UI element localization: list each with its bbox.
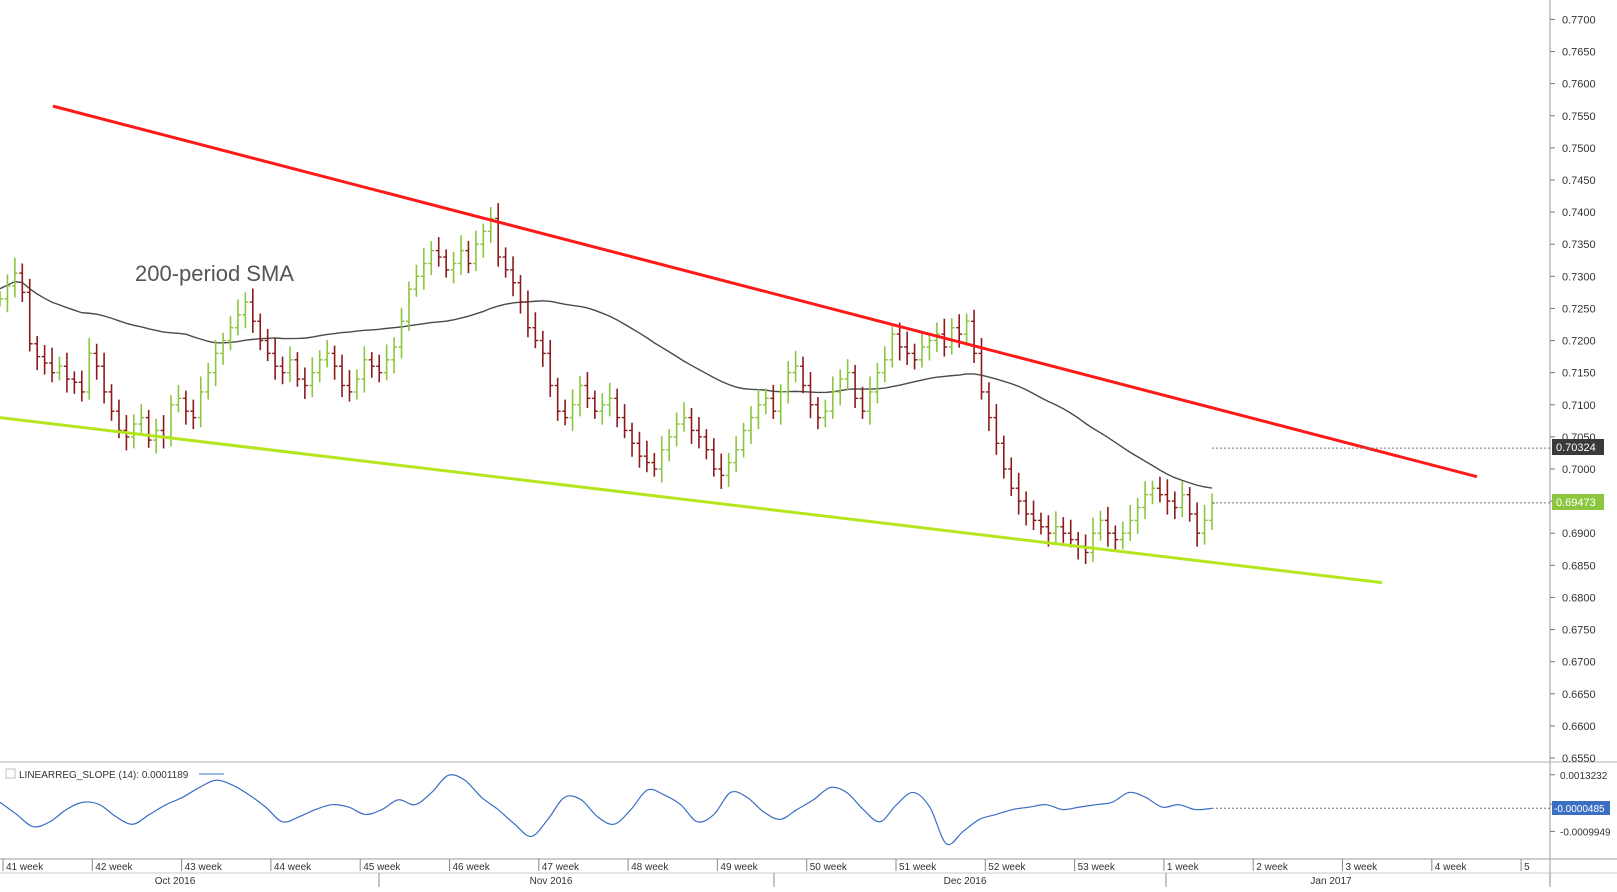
last-price-value: 0.69473 <box>1556 497 1596 509</box>
month-label: Dec 2016 <box>944 876 987 887</box>
price-axis-tick-label: 0.6650 <box>1562 689 1596 701</box>
price-axis-tick-label: 0.6600 <box>1562 721 1596 733</box>
indicator-last-box <box>1552 801 1610 815</box>
price-axis-tick-label: 0.6850 <box>1562 560 1596 572</box>
indicator-axis-tick-label: 0.0013232 <box>1560 771 1608 782</box>
week-label: 1 week <box>1167 862 1200 873</box>
support-trendline[interactable] <box>0 416 1383 585</box>
week-label: 45 week <box>363 862 401 873</box>
price-axis-tick-label: 0.7450 <box>1562 175 1596 187</box>
price-axis-tick-label: 0.7350 <box>1562 239 1596 251</box>
price-axis-tick-label: 0.6550 <box>1562 753 1596 765</box>
last-price-box <box>1552 494 1604 510</box>
price-axis[interactable]: 0.7700 0.7650 0.7600 0.7550 0.7500 0.7450 0.74… <box>1550 14 1596 765</box>
price-axis-tick-label: 0.7250 <box>1562 303 1596 315</box>
week-label: 3 week <box>1346 862 1379 873</box>
indicator-axis-tick-label: -0.0009949 <box>1560 827 1611 838</box>
last-price-tag: 0.69473 <box>1552 494 1604 510</box>
week-label: 47 week <box>542 862 580 873</box>
week-label: 51 week <box>899 862 937 873</box>
price-axis-tick-label: 0.7300 <box>1562 271 1596 283</box>
week-label: 41 week <box>6 862 44 873</box>
price-axis-tick-label: 0.6800 <box>1562 592 1596 604</box>
sma-annotation: 200-period SMA <box>135 261 294 286</box>
week-label: 42 week <box>95 862 133 873</box>
time-axis[interactable]: 41 week 42 week 43 week 44 week 45 week 46 we… <box>2 859 1551 887</box>
price-axis-tick-label: 0.7150 <box>1562 368 1596 380</box>
price-axis-tick-label: 0.7400 <box>1562 207 1596 219</box>
indicator-legend: LINEARREG_SLOPE (14): 0.0001189 <box>5 768 224 781</box>
price-axis-tick-label: 0.7000 <box>1562 464 1596 476</box>
week-label: 46 week <box>453 862 491 873</box>
price-axis-tick-label: 0.7550 <box>1562 111 1596 123</box>
linreg-slope-line[interactable] <box>0 774 1213 846</box>
indicator-last-value: -0.0000485 <box>1554 804 1605 815</box>
price-axis-tick-label: 0.7100 <box>1562 400 1596 412</box>
sma-value: 0.70324 <box>1556 442 1596 454</box>
sma-value-tag: 0.70324 <box>1552 439 1604 455</box>
price-axis-tick-label: 0.6900 <box>1562 528 1596 540</box>
week-label: 52 week <box>988 862 1026 873</box>
indicator-checkbox-icon[interactable] <box>5 768 16 779</box>
week-label: 50 week <box>810 862 848 873</box>
month-label: Oct 2016 <box>155 876 196 887</box>
price-axis-tick-label: 0.7500 <box>1562 143 1596 155</box>
indicator-label: LINEARREG_SLOPE (14): 0.0001189 <box>19 770 189 781</box>
month-label: Jan 2017 <box>1310 876 1352 887</box>
week-label: 2 week <box>1256 862 1289 873</box>
price-axis-tick-label: 0.7200 <box>1562 336 1596 348</box>
sma-value-box <box>1552 439 1604 455</box>
main-price-panel[interactable] <box>0 104 1550 585</box>
week-label: 5 <box>1524 862 1530 873</box>
week-label: 53 week <box>1078 862 1116 873</box>
week-label: 44 week <box>274 862 312 873</box>
resistance-trendline[interactable] <box>52 104 1478 479</box>
week-label: 49 week <box>720 862 758 873</box>
price-axis-tick-label: 0.6700 <box>1562 657 1596 669</box>
price-axis-tick-label: 0.7600 <box>1562 79 1596 91</box>
price-axis-tick-label: 0.7700 <box>1562 14 1596 26</box>
price-axis-tick-label: 0.6750 <box>1562 625 1596 637</box>
week-label: 43 week <box>185 862 223 873</box>
indicator-last-tag: -0.0000485 <box>1552 801 1610 815</box>
sma-200-line[interactable] <box>0 280 1213 489</box>
week-label: 4 week <box>1435 862 1468 873</box>
price-axis-tick-label: 0.7650 <box>1562 47 1596 59</box>
month-label: Nov 2016 <box>530 876 573 887</box>
week-label: 48 week <box>631 862 669 873</box>
